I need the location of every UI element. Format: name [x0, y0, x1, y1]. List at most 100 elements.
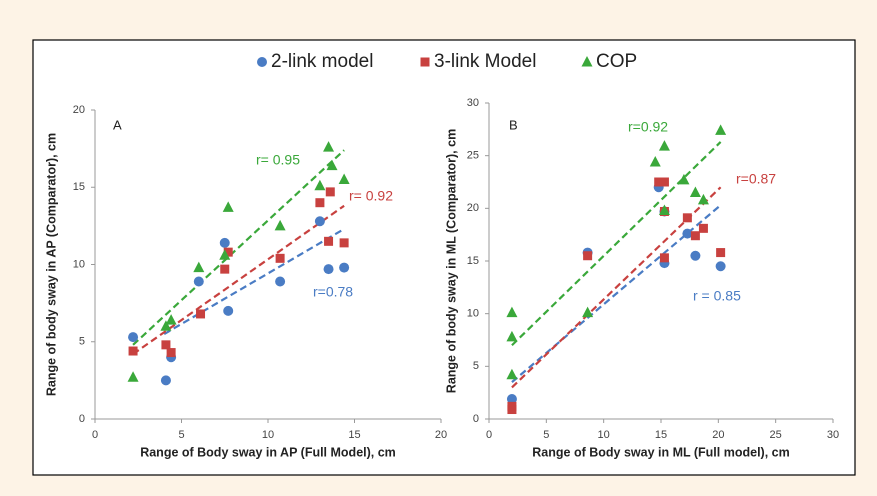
point	[658, 140, 670, 151]
point	[698, 223, 708, 233]
point	[339, 238, 349, 248]
x-axis-title: Range of Body sway in ML (Full model), c…	[532, 445, 789, 459]
point	[166, 348, 176, 358]
panel-label: A	[113, 117, 122, 132]
legend-label: 3-link Model	[434, 51, 536, 72]
y-tick-label: 0	[473, 413, 479, 425]
point	[275, 276, 286, 287]
point	[716, 248, 726, 258]
point	[654, 177, 664, 187]
point	[689, 186, 701, 198]
point	[128, 332, 139, 343]
x-tick-label: 5	[543, 429, 549, 441]
x-tick-label: 15	[655, 429, 667, 441]
y-tick-label: 5	[473, 360, 479, 372]
point	[682, 228, 693, 239]
trend-annotation: r=0.78	[313, 284, 353, 300]
point	[219, 249, 231, 260]
point	[323, 141, 335, 152]
point	[690, 231, 700, 241]
x-tick-label: 15	[348, 429, 360, 441]
y-tick-label: 20	[73, 104, 85, 116]
panel-label: B	[509, 117, 518, 132]
point	[682, 213, 692, 223]
x-tick-label: 0	[92, 429, 98, 441]
x-tick-label: 5	[178, 429, 184, 441]
x-axis-title: Range of Body sway in AP (Full Model), c…	[140, 445, 396, 459]
point	[659, 177, 669, 187]
frame	[32, 39, 856, 476]
trend-annotation: r= 0.95	[256, 152, 300, 168]
point	[160, 320, 172, 331]
trend-annotation: r=0.92	[628, 119, 668, 135]
point	[649, 155, 661, 167]
legend-marker	[257, 57, 267, 67]
y-axis-title: Range of body sway in AP (Comparator), c…	[44, 133, 58, 396]
trend-annotation: r= 0.92	[349, 188, 393, 204]
y-tick-label: 20	[467, 202, 479, 214]
legend-label: 2-link model	[271, 51, 373, 72]
x-tick-label: 30	[827, 429, 839, 441]
trend-annotation: r=0.87	[736, 171, 776, 187]
point	[314, 216, 325, 227]
point	[715, 261, 726, 272]
point	[323, 264, 334, 275]
point	[314, 179, 326, 191]
point	[338, 173, 350, 185]
point	[193, 276, 204, 287]
point	[690, 250, 701, 261]
point	[678, 173, 690, 185]
point	[127, 371, 139, 382]
legend-marker	[420, 57, 430, 67]
point	[506, 306, 518, 318]
y-tick-label: 5	[79, 336, 85, 348]
x-tick-label: 10	[262, 429, 274, 441]
trend-line	[511, 141, 722, 347]
point	[658, 204, 670, 215]
point	[223, 305, 234, 316]
point	[128, 346, 138, 356]
point	[506, 393, 517, 404]
point	[507, 401, 517, 411]
trend-line	[132, 149, 345, 346]
y-axis-title: Range of body sway in ML (Comparator), c…	[444, 129, 458, 393]
point	[339, 262, 350, 273]
y-tick-label: 30	[467, 97, 479, 109]
point	[274, 219, 286, 231]
point	[161, 340, 171, 350]
point	[222, 201, 234, 212]
y-tick-label: 10	[73, 258, 85, 270]
point	[506, 368, 518, 380]
point	[193, 261, 205, 273]
point	[223, 247, 233, 257]
trend-annotation: r = 0.85	[693, 288, 741, 304]
x-tick-label: 25	[770, 429, 782, 441]
x-tick-label: 20	[435, 429, 447, 441]
point	[324, 236, 334, 246]
point	[220, 264, 230, 274]
legend-label: COP	[596, 51, 637, 72]
trend-line	[163, 228, 345, 335]
point	[196, 309, 206, 319]
point	[315, 198, 325, 208]
point	[697, 193, 709, 205]
point	[165, 314, 177, 325]
y-tick-label: 0	[79, 413, 85, 425]
legend-marker	[581, 56, 593, 67]
point	[583, 251, 593, 261]
point	[659, 253, 669, 263]
trend-line	[511, 186, 722, 389]
point	[275, 253, 285, 263]
point	[219, 237, 230, 248]
point	[506, 330, 518, 342]
point	[715, 124, 727, 135]
point	[160, 375, 171, 386]
x-tick-label: 20	[712, 429, 724, 441]
y-tick-label: 15	[73, 181, 85, 193]
point	[326, 159, 338, 171]
x-tick-label: 10	[598, 429, 610, 441]
x-tick-label: 0	[486, 429, 492, 441]
y-tick-label: 15	[467, 255, 479, 267]
